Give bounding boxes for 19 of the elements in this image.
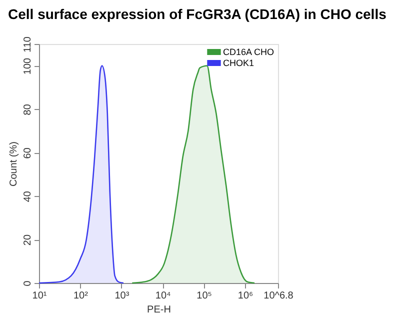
x-tick-label: 10¹ bbox=[32, 290, 48, 302]
x-tick-label: 10³ bbox=[114, 290, 130, 302]
legend-label: CHOK1 bbox=[223, 58, 254, 68]
y-tick-label: 60 bbox=[22, 147, 34, 159]
legend-label: CD16A CHO bbox=[223, 47, 274, 57]
x-tick-label: 10⁶ bbox=[238, 290, 254, 302]
y-axis-title: Count (%) bbox=[8, 141, 20, 187]
x-axis-title: PE-H bbox=[147, 304, 171, 316]
x-tick-label: 10⁵ bbox=[196, 290, 212, 302]
x-tick-label: 10² bbox=[73, 290, 89, 302]
y-tick-label: 40 bbox=[22, 190, 34, 202]
y-tick-label: 0 bbox=[22, 280, 34, 286]
y-tick-label: 110 bbox=[22, 36, 34, 52]
y-tick-label: 20 bbox=[22, 234, 34, 246]
x-tick-label: 10⁴ bbox=[155, 290, 171, 302]
y-tick-label: 80 bbox=[22, 104, 34, 116]
y-tick-label: 100 bbox=[22, 57, 34, 75]
x-tick-label: 10^6.8 bbox=[264, 290, 294, 302]
chart-title: Cell surface expression of FcGR3A (CD16A) in CHO cells bbox=[8, 6, 387, 22]
